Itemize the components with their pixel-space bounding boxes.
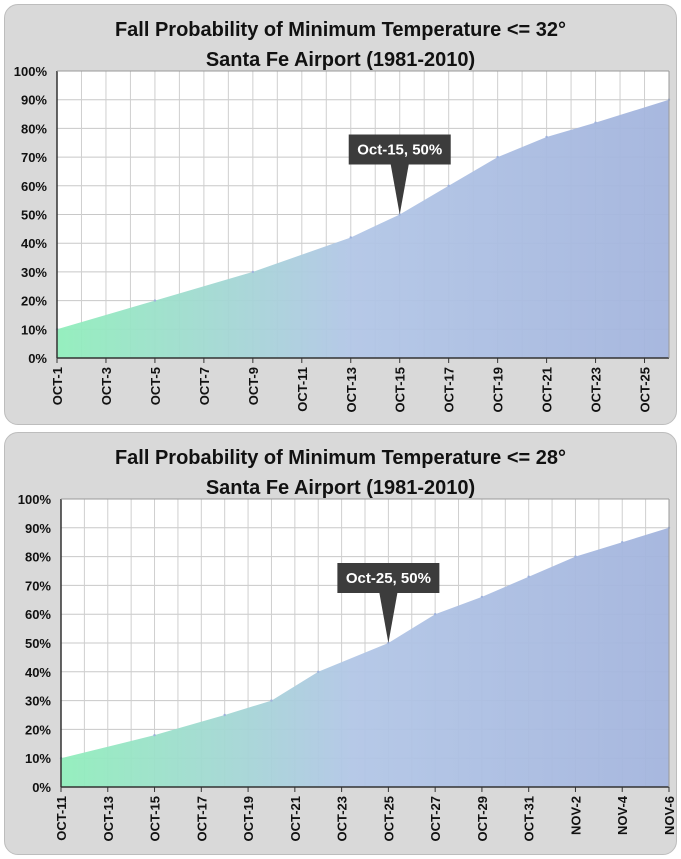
x-tick-label: OCT-3 (99, 367, 114, 405)
y-tick-label: 70% (25, 578, 51, 593)
x-tick-label: OCT-5 (148, 367, 163, 405)
x-tick-label: OCT-23 (589, 367, 604, 413)
chart-title: Fall Probability of Minimum Temperature … (114, 19, 567, 41)
y-tick-label: 20% (21, 294, 47, 309)
data-point (621, 541, 624, 544)
data-point (317, 670, 320, 673)
x-tick-label: NOV-2 (568, 796, 583, 835)
data-point (153, 733, 156, 737)
y-tick-label: 100% (14, 64, 48, 79)
x-tick-label: OCT-13 (344, 367, 359, 413)
x-tick-label: OCT-25 (638, 367, 653, 413)
data-point (527, 575, 530, 578)
x-tick-label: OCT-1 (50, 367, 65, 405)
callout-pointer (390, 164, 409, 215)
x-tick-label: OCT-19 (491, 367, 506, 413)
y-tick-label: 60% (25, 607, 51, 622)
x-tick-label: NOV-4 (615, 795, 630, 835)
callout-label: Oct-15, 50% (357, 142, 442, 159)
x-tick-label: OCT-21 (540, 367, 555, 413)
y-tick-label: 40% (21, 236, 47, 251)
data-point (223, 713, 226, 717)
chart-panel-28-degree: Fall Probability of Minimum Temperature … (4, 432, 677, 855)
y-tick-label: 80% (21, 121, 47, 136)
area-chart-svg: 0% 10% 20% 30% 40% 50% 60% 70% 80% 90% 100% OCT-11 O… (18, 492, 677, 842)
x-tick-label: OCT-31 (522, 796, 537, 842)
y-tick-label: 10% (21, 322, 47, 337)
x-tick-label: OCT-27 (428, 796, 443, 842)
chart-subtitle: Santa Fe Airport (1981-2010) (205, 477, 476, 499)
y-tick-label: 0% (28, 351, 47, 366)
y-tick-label: 50% (21, 208, 47, 223)
x-tick-label: OCT-7 (197, 367, 212, 405)
y-tick-label: 0% (32, 780, 51, 795)
y-tick-label: 50% (25, 636, 51, 651)
x-tick-label: OCT-11 (295, 367, 310, 412)
probability-area (57, 99, 669, 358)
x-tick-label: OCT-21 (288, 796, 303, 842)
callout-pointer (379, 593, 398, 643)
y-tick-label: 10% (25, 751, 51, 766)
x-tick-label: OCT-29 (475, 796, 490, 842)
y-tick-label: 70% (21, 150, 47, 165)
x-tick-label: OCT-15 (148, 796, 163, 842)
data-point (398, 213, 401, 216)
x-tick-label: OCT-25 (381, 796, 396, 842)
data-point (433, 613, 437, 616)
chart-panel-32-degree: Fall Probability of Minimum Temperature … (4, 4, 677, 425)
x-tick-label: OCT-15 (393, 367, 408, 413)
data-point (574, 555, 577, 558)
data-point (594, 121, 597, 124)
callout-label: Oct-25, 50% (346, 570, 431, 587)
y-tick-label: 40% (25, 665, 51, 680)
probability-area (61, 527, 669, 787)
y-tick-label: 20% (25, 722, 51, 737)
data-point (447, 184, 450, 187)
data-point (251, 270, 255, 274)
data-point (545, 135, 548, 139)
data-point (480, 595, 484, 599)
x-tick-label: OCT-13 (101, 796, 116, 842)
y-tick-label: 90% (25, 521, 51, 536)
x-tick-label: NOV-6 (662, 796, 677, 835)
x-tick-label: OCT-17 (442, 367, 457, 413)
chart-title: Fall Probability of Minimum Temperature … (114, 447, 567, 469)
y-tick-label: 60% (21, 179, 47, 194)
callout-box (337, 563, 440, 593)
data-point (153, 299, 157, 302)
x-tick-label: OCT-17 (194, 796, 209, 842)
data-point (496, 155, 499, 159)
area-chart-svg: 0% 10% 20% 30% 40% 50% 60% 70% 80% 90% 100% OCT-1 OC… (14, 64, 671, 413)
y-tick-label: 90% (21, 93, 47, 108)
data-point (387, 641, 390, 645)
y-tick-label: 30% (21, 265, 47, 280)
callout-box (348, 134, 451, 165)
y-tick-label: 30% (25, 694, 51, 709)
x-tick-label: OCT-9 (246, 367, 261, 405)
y-tick-label: 100% (18, 492, 52, 507)
data-point (349, 236, 352, 239)
x-tick-label: OCT-23 (335, 796, 350, 842)
x-tick-label: OCT-19 (241, 796, 256, 842)
y-tick-label: 80% (25, 550, 51, 565)
data-point (270, 699, 273, 702)
chart-subtitle: Santa Fe Airport (1981-2010) (205, 49, 476, 71)
x-tick-label: OCT-11 (54, 796, 69, 841)
